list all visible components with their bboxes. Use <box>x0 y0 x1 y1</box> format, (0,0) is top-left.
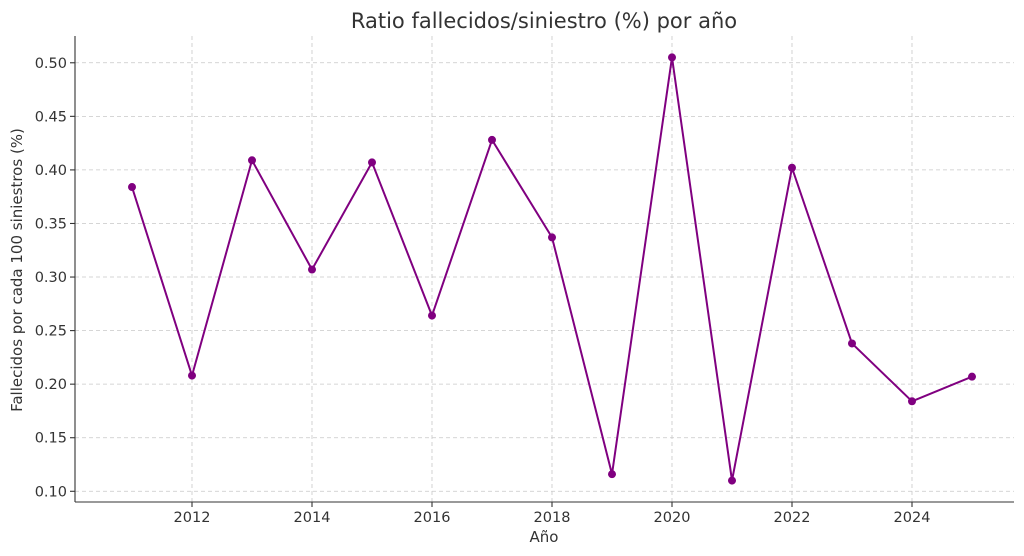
data-point <box>608 470 616 479</box>
x-tick-label: 2022 <box>774 510 811 526</box>
data-point <box>968 372 976 381</box>
x-tick-label: 2018 <box>534 510 571 526</box>
y-tick-label: 0.45 <box>35 109 67 125</box>
data-point <box>488 135 496 144</box>
axes <box>74 36 1014 503</box>
y-tick-label: 0.30 <box>35 270 67 286</box>
y-tick-label: 0.10 <box>35 484 67 500</box>
x-tick-label: 2024 <box>894 510 931 526</box>
x-tick-label: 2014 <box>294 510 331 526</box>
data-point <box>428 311 436 320</box>
y-tick-label: 0.20 <box>35 377 67 393</box>
y-tick-label: 0.35 <box>35 216 67 232</box>
y-tick-label: 0.40 <box>35 163 67 179</box>
y-tick-label: 0.25 <box>35 324 67 340</box>
data-point <box>308 265 316 274</box>
chart-title: Ratio fallecidos/siniestro (%) por año <box>351 9 737 33</box>
y-axis-label: Fallecidos por cada 100 siniestros (%) <box>8 128 26 412</box>
x-tick-label: 2016 <box>414 510 451 526</box>
series <box>128 53 976 485</box>
x-tick-label: 2012 <box>174 510 211 526</box>
data-point <box>668 53 676 62</box>
ticks: 2012 2014 2016 2018 2020 2022 2024 0.10 0.15 0.20… <box>35 56 931 526</box>
grid <box>75 36 1014 502</box>
x-axis-label: Año <box>530 528 559 546</box>
data-point <box>788 163 796 172</box>
data-point <box>728 476 736 485</box>
data-point <box>908 397 916 406</box>
data-point <box>128 183 136 192</box>
x-tick-label: 2020 <box>654 510 691 526</box>
data-point <box>188 371 196 380</box>
data-point <box>248 156 256 165</box>
y-tick-label: 0.50 <box>35 56 67 72</box>
data-point <box>368 158 376 167</box>
data-point <box>848 339 856 348</box>
y-tick-label: 0.15 <box>35 431 67 447</box>
data-point <box>548 233 556 242</box>
